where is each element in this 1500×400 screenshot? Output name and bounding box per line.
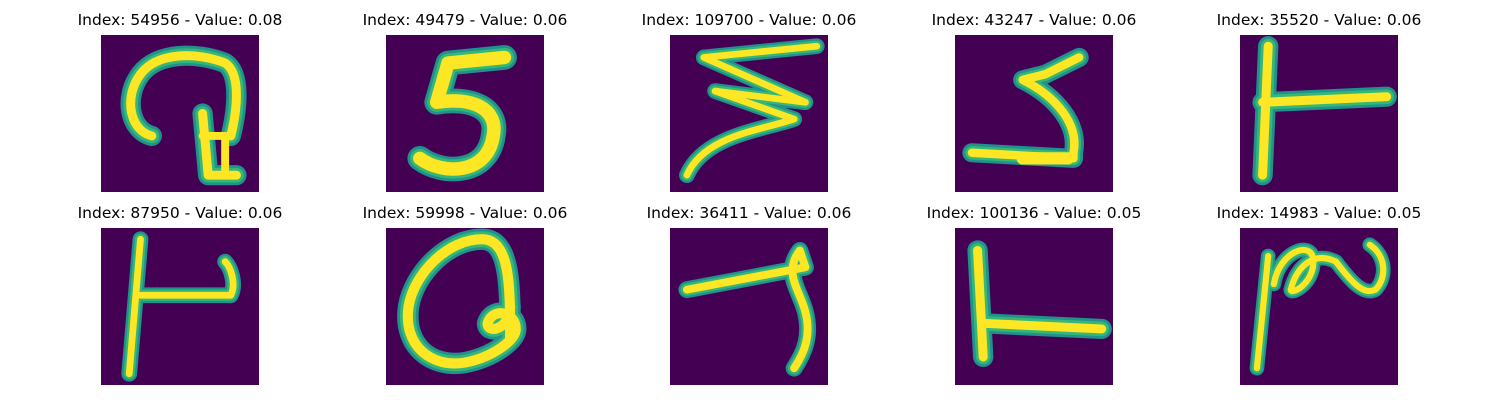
sample-cell-3: Index: 109700 - Value: 0.06 bbox=[607, 10, 891, 200]
digit-image bbox=[101, 35, 259, 192]
sample-cell-2: Index: 49479 - Value: 0.06 bbox=[323, 10, 607, 200]
digit-glyph-5 bbox=[386, 35, 544, 192]
sample-title: Index: 35520 - Value: 0.06 bbox=[1216, 11, 1422, 29]
sample-title: Index: 36411 - Value: 0.06 bbox=[646, 204, 852, 222]
digit-glyph-s bbox=[955, 35, 1113, 192]
digit-glyph-a bbox=[386, 228, 544, 385]
digit-glyph-z bbox=[670, 35, 828, 192]
digit-image bbox=[386, 228, 544, 385]
digit-glyph-L bbox=[955, 228, 1113, 385]
sample-title: Index: 54956 - Value: 0.08 bbox=[77, 11, 283, 29]
digit-image bbox=[386, 35, 544, 192]
sample-title: Index: 14983 - Value: 0.05 bbox=[1216, 204, 1422, 222]
sample-cell-4: Index: 43247 - Value: 0.06 bbox=[892, 10, 1176, 200]
sample-title: Index: 43247 - Value: 0.06 bbox=[931, 11, 1137, 29]
sample-title: Index: 100136 - Value: 0.05 bbox=[926, 204, 1142, 222]
sample-cell-5: Index: 35520 - Value: 0.06 bbox=[1177, 10, 1461, 200]
digit-image bbox=[1240, 35, 1398, 192]
sample-title: Index: 87950 - Value: 0.06 bbox=[77, 204, 283, 222]
digit-image bbox=[955, 35, 1113, 192]
digit-glyph-q bbox=[101, 35, 259, 192]
sample-cell-6: Index: 87950 - Value: 0.06 bbox=[38, 203, 322, 393]
sample-cell-9: Index: 100136 - Value: 0.05 bbox=[892, 203, 1176, 393]
sample-cell-7: Index: 59998 - Value: 0.06 bbox=[323, 203, 607, 393]
sample-cell-10: Index: 14983 - Value: 0.05 bbox=[1177, 203, 1461, 393]
digit-image bbox=[101, 228, 259, 385]
sample-title: Index: 59998 - Value: 0.06 bbox=[362, 204, 568, 222]
digit-glyph-7 bbox=[670, 228, 828, 385]
digit-glyph-n bbox=[1240, 228, 1398, 385]
sample-title: Index: 109700 - Value: 0.06 bbox=[641, 11, 857, 29]
digit-image bbox=[955, 228, 1113, 385]
sample-cell-1: Index: 54956 - Value: 0.08 bbox=[38, 10, 322, 200]
digit-glyph-t bbox=[1240, 35, 1398, 192]
sample-cell-8: Index: 36411 - Value: 0.06 bbox=[607, 203, 891, 393]
sample-title: Index: 49479 - Value: 0.06 bbox=[362, 11, 568, 29]
digit-glyph-hooked-t bbox=[101, 228, 259, 385]
digit-image bbox=[1240, 228, 1398, 385]
digit-image bbox=[670, 228, 828, 385]
digit-image bbox=[670, 35, 828, 192]
